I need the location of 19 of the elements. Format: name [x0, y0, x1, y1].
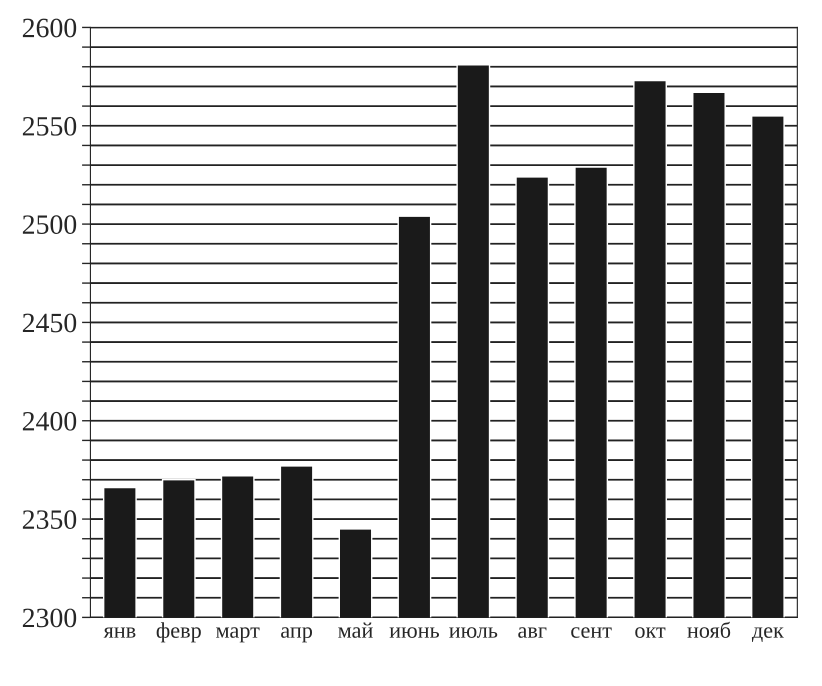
x-tick-label: сент [571, 627, 612, 638]
y-tick-label: 2300 [22, 608, 76, 628]
y-tick-label: 2350 [22, 510, 76, 529]
y-tick-label: 2400 [22, 412, 76, 431]
x-tick-label: март [216, 627, 260, 642]
x-tick-label: июль [449, 627, 498, 638]
x-tick-label: дек [752, 627, 784, 642]
x-tick-label: июнь [390, 627, 440, 638]
x-tick-label: янв [104, 627, 136, 638]
x-tick-label: окт [635, 627, 666, 638]
y-tick-label: 2450 [22, 314, 76, 332]
y-tick-label: 2600 [22, 18, 76, 38]
x-tick-label: авг [518, 627, 546, 638]
y-tick-label: 2550 [22, 116, 76, 136]
x-tick-label: февр [156, 622, 201, 642]
x-tick-label: май [338, 622, 373, 638]
y-tick-label: 2500 [22, 215, 76, 234]
x-tick-label: нояб [687, 622, 730, 638]
x-tick-label: апр [281, 627, 312, 642]
